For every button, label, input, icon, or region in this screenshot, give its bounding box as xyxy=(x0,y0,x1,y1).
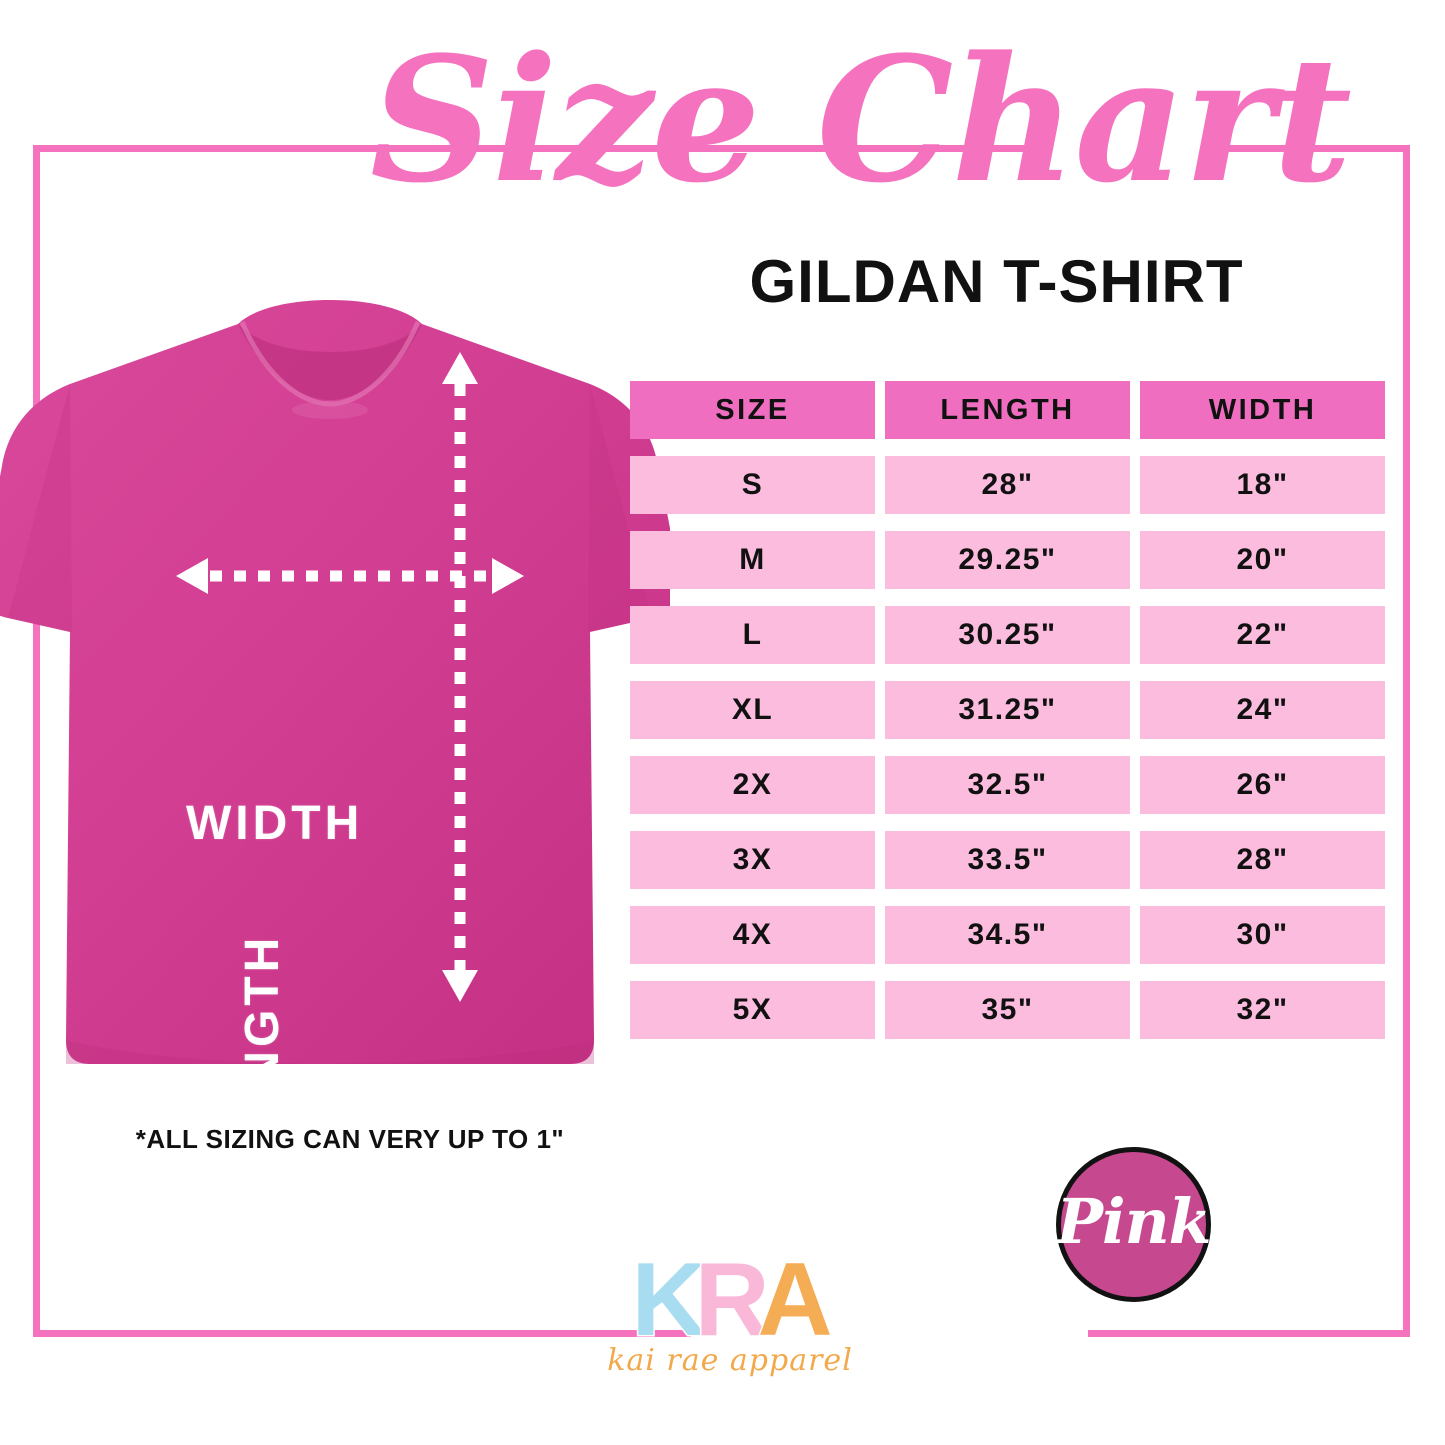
tshirt-width-label: WIDTH xyxy=(186,797,364,850)
cell-length: 35" xyxy=(885,981,1130,1039)
frame-border-top-left xyxy=(33,145,1043,152)
size-table: SIZE LENGTH WIDTH S 28" 18" M 29.25" 20"… xyxy=(630,381,1386,1056)
arrow-right-icon xyxy=(492,558,524,594)
brand-logo: K R A kai rae apparel xyxy=(560,1242,900,1378)
cell-length: 33.5" xyxy=(885,831,1130,889)
logo-letter-r: R xyxy=(693,1242,771,1358)
color-swatch-badge: Pink xyxy=(1056,1147,1212,1302)
brand-logo-letters: K R A xyxy=(560,1242,900,1358)
tshirt-illustration: WIDTH LENGTH xyxy=(0,280,670,1155)
table-row: S 28" 18" xyxy=(630,456,1386,514)
logo-letter-k: K xyxy=(630,1242,708,1358)
frame-border-right xyxy=(1403,145,1410,1337)
cell-length: 29.25" xyxy=(885,531,1130,589)
arrow-down-icon xyxy=(442,970,478,1002)
sizing-disclaimer: *ALL SIZING CAN VERY UP TO 1" xyxy=(135,1124,565,1154)
tshirt-length-label: LENGTH xyxy=(236,933,289,1155)
column-header-width: WIDTH xyxy=(1140,381,1385,439)
cell-width: 32" xyxy=(1140,981,1385,1039)
frame-border-bottom-left xyxy=(33,1330,691,1337)
brand-tagline: kai rae apparel xyxy=(607,1343,853,1378)
table-row: 5X 35" 32" xyxy=(630,981,1386,1039)
cell-length: 32.5" xyxy=(885,756,1130,814)
cell-width: 18" xyxy=(1140,456,1385,514)
cell-size: 4X xyxy=(630,906,875,964)
frame-border-left xyxy=(33,145,40,1337)
table-row: L 30.25" 22" xyxy=(630,606,1386,664)
cell-size: 2X xyxy=(630,756,875,814)
cell-width: 26" xyxy=(1140,756,1385,814)
table-header-row: SIZE LENGTH WIDTH xyxy=(630,381,1386,439)
cell-length: 30.25" xyxy=(885,606,1130,664)
arrow-up-icon xyxy=(442,352,478,384)
cell-width: 30" xyxy=(1140,906,1385,964)
logo-letter-a: A xyxy=(756,1242,834,1358)
frame-border-top-right xyxy=(1208,145,1410,152)
cell-length: 28" xyxy=(885,456,1130,514)
table-row: 4X 34.5" 30" xyxy=(630,906,1386,964)
cell-width: 24" xyxy=(1140,681,1385,739)
cell-size: 5X xyxy=(630,981,875,1039)
frame-border-bottom-right xyxy=(1088,1330,1410,1337)
cell-size: L xyxy=(630,606,875,664)
cell-size: XL xyxy=(630,681,875,739)
table-row: XL 31.25" 24" xyxy=(630,681,1386,739)
cell-size: 3X xyxy=(630,831,875,889)
cell-width: 20" xyxy=(1140,531,1385,589)
page-subtitle: GILDAN T-SHIRT xyxy=(749,248,1244,315)
page-title: Size Chart xyxy=(370,18,1352,221)
arrow-left-icon xyxy=(176,558,208,594)
cell-size: S xyxy=(630,456,875,514)
column-header-length: LENGTH xyxy=(885,381,1130,439)
cell-length: 34.5" xyxy=(885,906,1130,964)
tshirt-icon xyxy=(0,300,670,1064)
cell-size: M xyxy=(630,531,875,589)
color-swatch-label: Pink xyxy=(1056,1184,1211,1258)
cell-width: 28" xyxy=(1140,831,1385,889)
cell-length: 31.25" xyxy=(885,681,1130,739)
cell-width: 22" xyxy=(1140,606,1385,664)
column-header-size: SIZE xyxy=(630,381,875,439)
table-row: 3X 33.5" 28" xyxy=(630,831,1386,889)
table-row: M 29.25" 20" xyxy=(630,531,1386,589)
table-row: 2X 32.5" 26" xyxy=(630,756,1386,814)
measurement-guides xyxy=(176,352,524,1002)
